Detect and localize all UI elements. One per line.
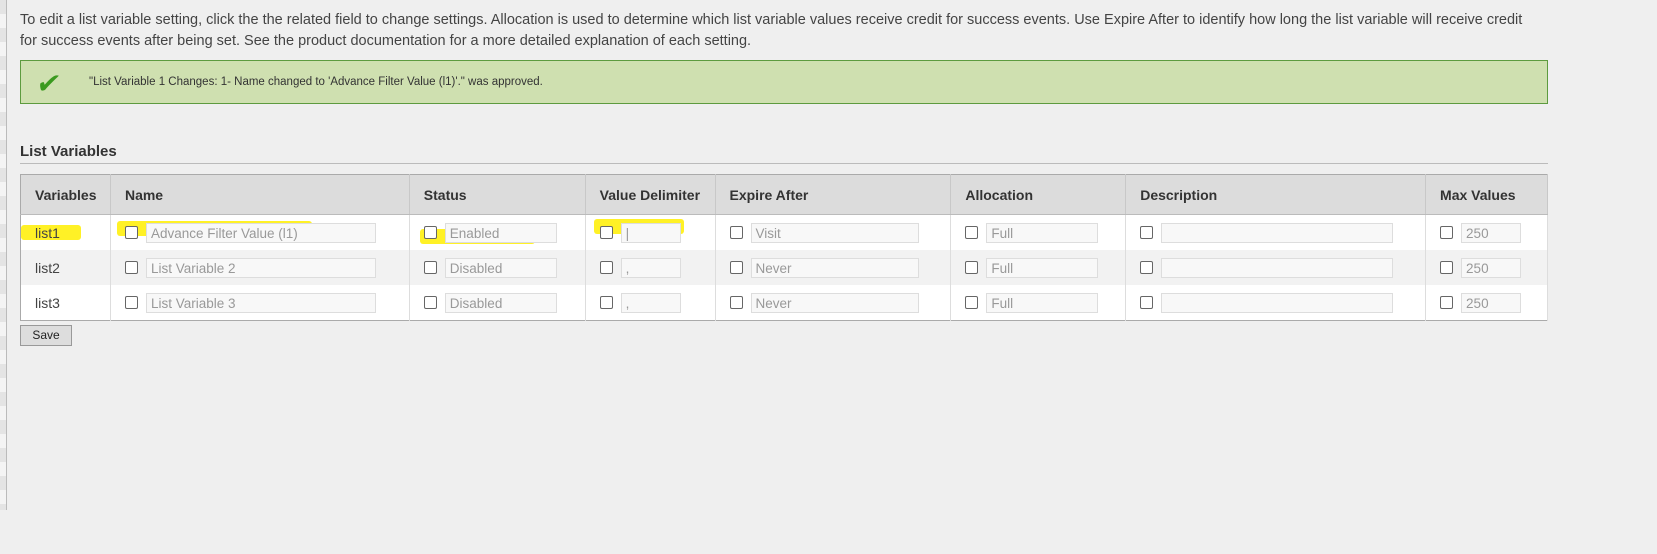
allocation-input[interactable]: Full [986,292,1099,313]
col-status: Status [409,174,586,215]
list-variables-table: Variables Name Status Value Delimiter Ex… [20,174,1548,321]
description-input[interactable] [1161,292,1394,313]
max-checkbox[interactable] [1440,296,1454,309]
allocation-checkbox[interactable] [965,261,979,274]
intro-text: To edit a list variable setting, click t… [20,12,1523,49]
name-input[interactable]: Advance Filter Value (l1) [145,222,376,243]
description-input[interactable] [1161,222,1394,243]
description-cell [1125,250,1427,285]
description-checkbox[interactable] [1140,261,1154,274]
status-cell: Disabled [409,285,586,321]
status-checkbox[interactable] [423,261,437,274]
description-checkbox[interactable] [1140,296,1154,309]
col-name: Name [110,174,410,215]
name-cell: List Variable 2 [110,250,410,285]
delimiter-cell: , [585,285,716,321]
description-checkbox[interactable] [1140,226,1154,239]
status-cell: Enabled [409,214,586,250]
status-cell: Disabled [409,250,586,285]
col-allocation: Allocation [950,174,1127,215]
expire-cell: Never [715,285,952,321]
delimiter-cell: | [585,214,716,250]
allocation-input[interactable]: Full [986,257,1099,278]
delimiter-cell: , [585,250,716,285]
status-checkbox[interactable] [423,226,437,239]
name-checkbox[interactable] [124,296,138,309]
name-input[interactable]: List Variable 3 [145,292,376,313]
status-input[interactable]: Disabled [444,257,557,278]
name-checkbox[interactable] [124,261,138,274]
variable-id-text: list3 [35,294,60,311]
max-input[interactable]: 250 [1461,257,1522,278]
save-button[interactable]: Save [20,325,72,346]
expire-cell: Visit [715,214,952,250]
description-cell [1125,214,1427,250]
delimiter-checkbox[interactable] [599,261,613,274]
variable-id: list3 [20,285,111,321]
max-cell: 250 [1425,250,1548,285]
col-variables: Variables [20,174,111,215]
status-checkbox[interactable] [423,296,437,309]
approval-message-text: "List Variable 1 Changes: 1- Name change… [89,76,543,88]
allocation-input[interactable]: Full [986,222,1099,243]
description-cell [1125,285,1427,321]
max-cell: 250 [1425,285,1548,321]
expire-checkbox[interactable] [729,296,743,309]
allocation-cell: Full [950,250,1127,285]
variable-id: list2 [20,250,111,285]
left-frame-edge [0,0,7,510]
delimiter-checkbox[interactable] [599,296,613,309]
max-input[interactable]: 250 [1461,292,1522,313]
table-row: list2 List Variable 2 Disabled, Never Full 25… [20,250,1548,285]
variable-id: list1 [20,214,111,250]
variable-id-text: list1 [35,224,60,241]
delimiter-checkbox[interactable] [599,226,613,239]
description-input[interactable] [1161,257,1394,278]
allocation-cell: Full [950,214,1127,250]
name-cell: Advance Filter Value (l1) [110,214,410,250]
max-checkbox[interactable] [1440,261,1454,274]
expire-checkbox[interactable] [729,226,743,239]
max-checkbox[interactable] [1440,226,1454,239]
status-input[interactable]: Enabled [444,222,557,243]
col-description: Description [1125,174,1427,215]
expire-input[interactable]: Visit [750,222,919,243]
expire-input[interactable]: Never [750,257,919,278]
approval-message: ✔ "List Variable 1 Changes: 1- Name chan… [20,60,1548,104]
col-max-values: Max Values [1425,174,1548,215]
name-cell: List Variable 3 [110,285,410,321]
variable-id-text: list2 [35,259,60,276]
col-expire-after: Expire After [715,174,952,215]
expire-cell: Never [715,250,952,285]
name-input[interactable]: List Variable 2 [145,257,376,278]
checkmark-icon: ✔ [34,68,64,99]
expire-input[interactable]: Never [750,292,919,313]
table-row: list1 Advance Filter Value (l1) Enabled | Vi… [20,214,1548,250]
table-row: list3 List Variable 3 Disabled, Never Full 25… [20,285,1548,321]
delimiter-input[interactable]: , [620,257,681,278]
delimiter-input[interactable]: | [620,222,681,243]
delimiter-input[interactable]: , [620,292,681,313]
name-checkbox[interactable] [124,226,138,239]
status-input[interactable]: Disabled [444,292,557,313]
allocation-checkbox[interactable] [965,296,979,309]
allocation-cell: Full [950,285,1127,321]
allocation-checkbox[interactable] [965,226,979,239]
max-cell: 250 [1425,214,1548,250]
section-title: List Variables [20,143,1548,164]
expire-checkbox[interactable] [729,261,743,274]
max-input[interactable]: 250 [1461,222,1522,243]
col-value-delimiter: Value Delimiter [585,174,716,215]
